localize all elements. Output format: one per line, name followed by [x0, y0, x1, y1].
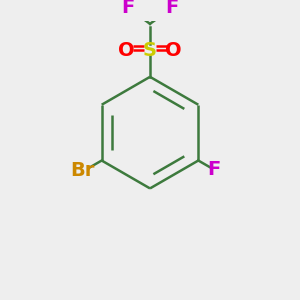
Text: S: S	[143, 41, 157, 60]
Text: F: F	[166, 0, 179, 16]
Text: F: F	[121, 0, 134, 16]
Text: O: O	[165, 41, 182, 60]
Text: F: F	[207, 160, 220, 179]
Text: O: O	[118, 41, 135, 60]
Text: Br: Br	[70, 161, 94, 180]
